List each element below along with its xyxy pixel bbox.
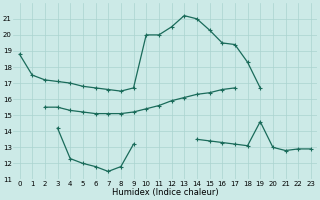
X-axis label: Humidex (Indice chaleur): Humidex (Indice chaleur) <box>112 188 219 197</box>
